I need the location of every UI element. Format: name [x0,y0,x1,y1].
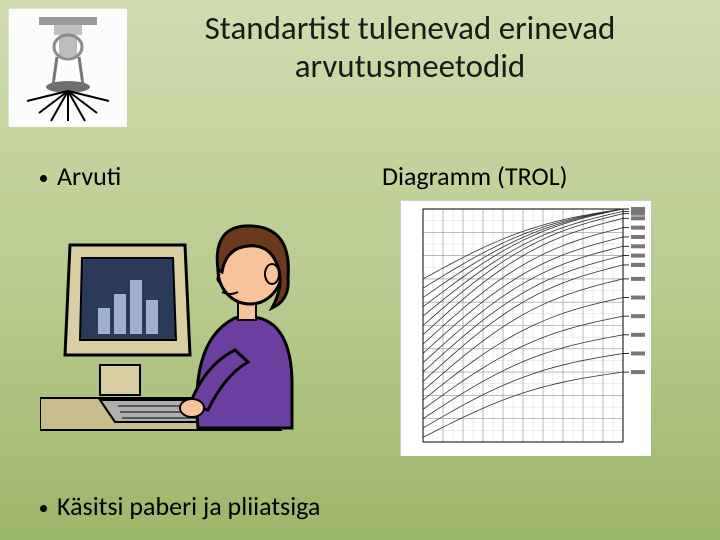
bullet-3-text: Käsitsi paberi ja pliiatsiga [57,490,320,522]
title-line-1: Standartist tulenevad erinevad [205,8,616,48]
title-line-2: arvutusmeetodid [295,46,526,86]
bullet-kasitsi: Käsitsi paberi ja pliiatsiga [40,490,320,522]
bullet-dot-icon [40,505,47,512]
sprinkler-thumbnail [8,8,126,126]
bullet-dot-icon [40,175,47,182]
trol-diagram [400,200,650,455]
bullet-1-text: Arvuti [57,160,121,192]
bullet-diagramm: Diagramm (TROL) [382,160,568,192]
slide-title: Standartist tulenevad erinevad arvutusme… [130,10,690,86]
person-at-computer-clipart [40,200,300,440]
bullet-2-text: Diagramm (TROL) [382,160,568,192]
bullet-arvuti: Arvuti [40,160,121,192]
